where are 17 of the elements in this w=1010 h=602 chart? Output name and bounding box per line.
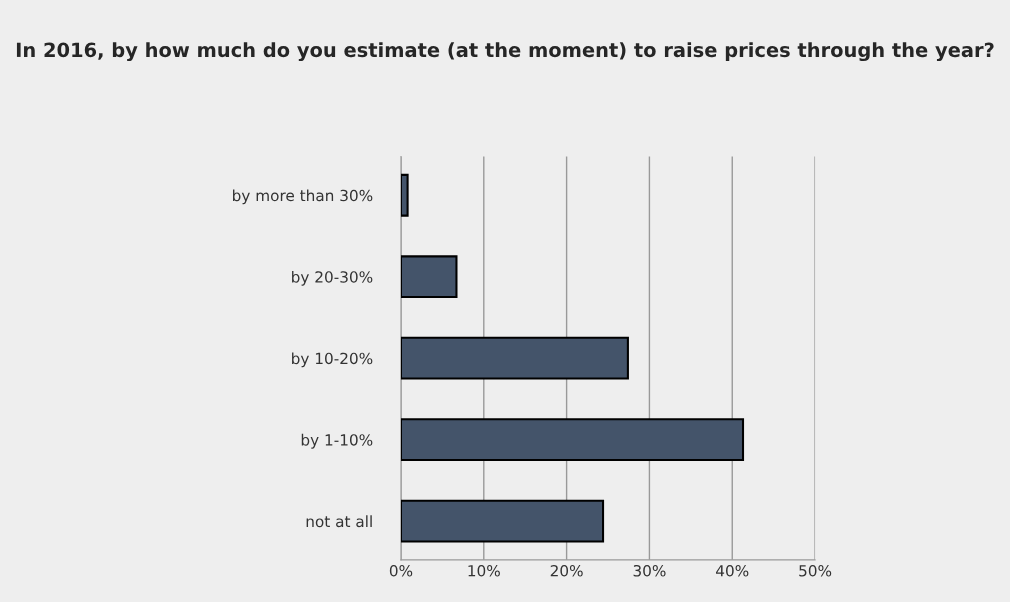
x-tick-label: 50% (799, 564, 832, 577)
y-tick-label: not at all (306, 515, 372, 528)
x-tick-label: 10% (468, 564, 500, 577)
y-tick-label: by 1-10% (301, 433, 373, 449)
bar (400, 499, 605, 543)
y-tick-label: by 20-30% (292, 270, 373, 286)
x-tick-label: 0% (389, 564, 413, 577)
bar (400, 173, 409, 217)
bar (400, 418, 745, 462)
x-tick-label: 20% (550, 564, 583, 577)
x-tick-label: 30% (633, 564, 666, 577)
bar (400, 336, 629, 380)
y-tick-label: by more than 30% (233, 189, 373, 205)
chart-title: In 2016, by how much do you estimate (at the moment) to raise prices through the year? (16, 42, 994, 62)
x-tick-label: 40% (716, 564, 749, 577)
bar (400, 255, 458, 299)
y-tick-label: by 10-20% (292, 352, 373, 368)
